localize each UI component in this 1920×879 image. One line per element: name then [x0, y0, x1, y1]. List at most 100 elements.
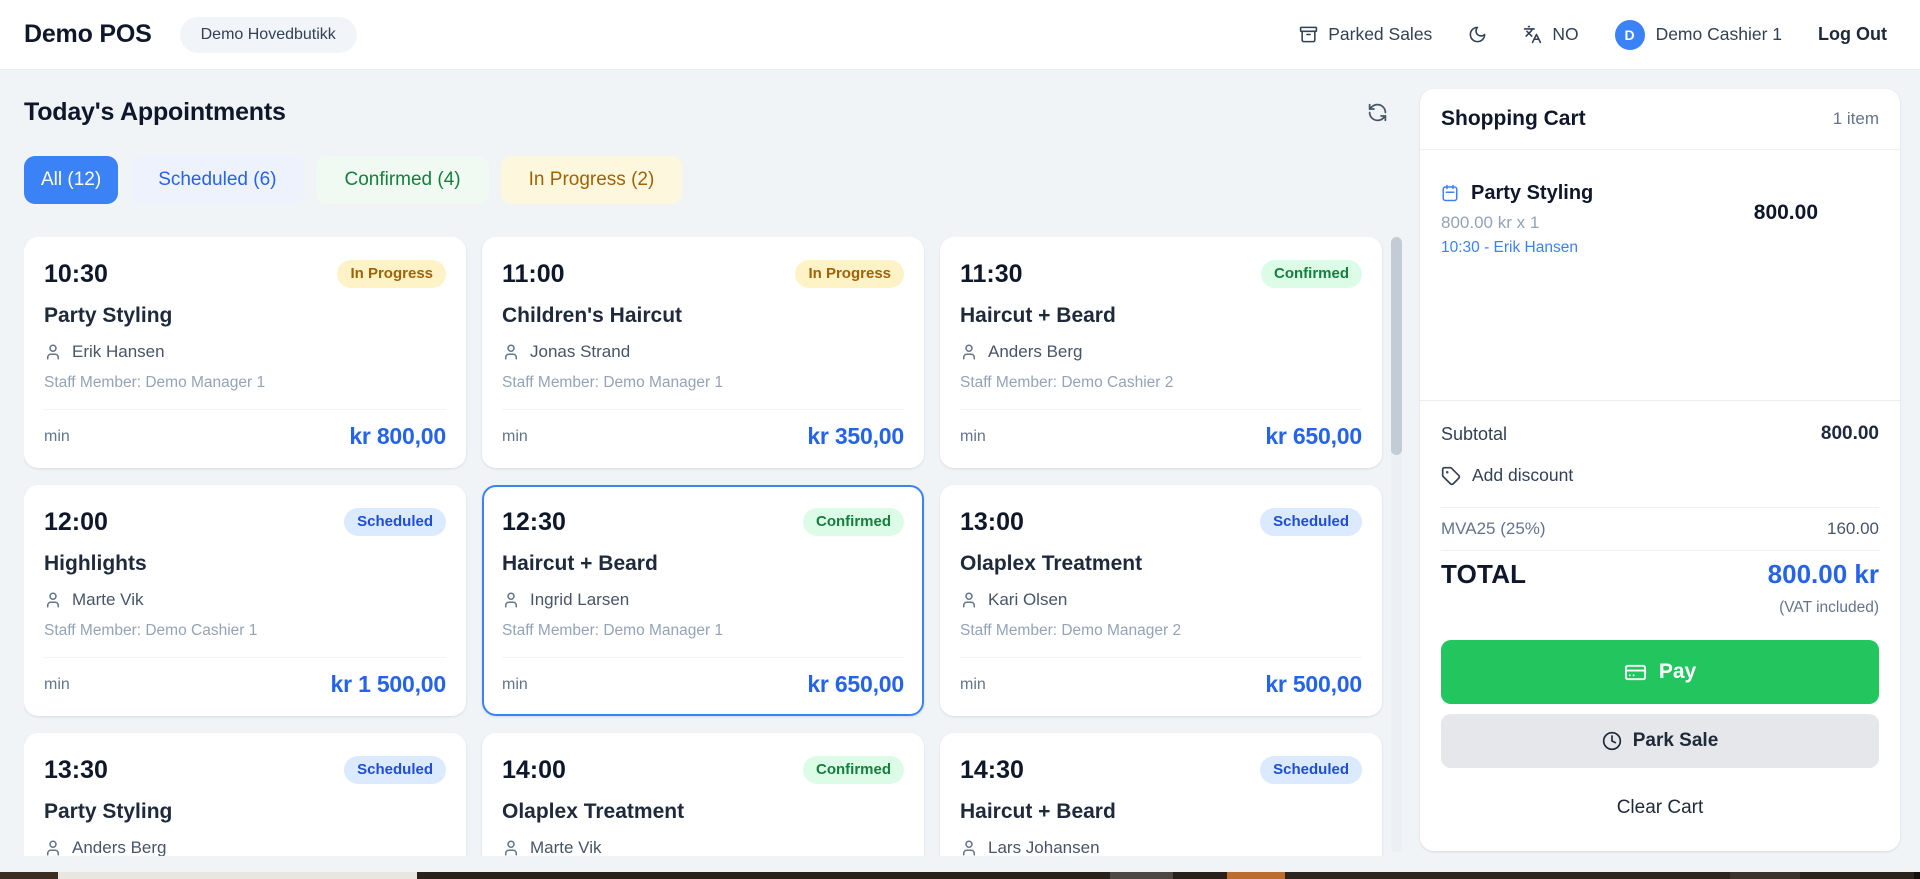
appointment-card[interactable]: 13:30 Scheduled Party Styling Anders Ber… — [24, 733, 466, 856]
main-content: Today's Appointments All (12) Scheduled … — [0, 70, 1920, 879]
status-filters: All (12) Scheduled (6) Confirmed (4) In … — [24, 156, 1402, 204]
parked-sales-button[interactable]: Parked Sales — [1299, 24, 1432, 45]
card-footer-row: min kr 650,00 — [502, 671, 904, 698]
logout-button[interactable]: Log Out — [1818, 24, 1887, 44]
filter-pill-all[interactable]: All (12) — [24, 156, 119, 204]
card-header-row: 10:30 In Progress — [44, 259, 446, 289]
appointments-scrollbar-thumb[interactable] — [1391, 237, 1402, 455]
clock-icon — [1602, 731, 1622, 751]
service-name: Party Styling — [44, 800, 173, 823]
card-header-row: 11:30 Confirmed — [960, 259, 1362, 289]
staff-member: Staff Member: Demo Manager 1 — [502, 622, 724, 639]
appointment-card[interactable]: 10:30 In Progress Party Styling Erik Han… — [24, 237, 466, 468]
customer-name: Marte Vik — [72, 590, 144, 609]
cart-item[interactable]: Party Styling 800.00 kr x 1 10:30 - Erik… — [1441, 181, 1879, 257]
refresh-button[interactable] — [1367, 102, 1388, 123]
service-name: Children's Haircut — [502, 304, 683, 327]
vat-note: (VAT included) — [1779, 599, 1879, 616]
duration-label: min — [960, 427, 986, 445]
card-header-row: 13:30 Scheduled — [44, 755, 446, 785]
cart-item-name: Party Styling — [1471, 182, 1594, 204]
user-chip[interactable]: D Demo Cashier 1 — [1614, 19, 1783, 50]
card-header-row: 11:00 In Progress — [502, 259, 904, 289]
appointment-card[interactable]: 14:00 Confirmed Olaplex Treatment Marte … — [482, 733, 924, 856]
total-value: 800.00 kr — [1767, 559, 1879, 589]
duration-label: min — [502, 675, 528, 693]
appointments-scroll-area[interactable]: 10:30 In Progress Party Styling Erik Han… — [24, 237, 1402, 856]
card-header-row: 12:30 Confirmed — [502, 507, 904, 537]
staff-member: Staff Member: Demo Manager 1 — [44, 374, 266, 391]
customer-name: Anders Berg — [988, 342, 1083, 361]
top-bar: Demo POS Demo Hovedbutikk Parked Sales — [0, 0, 1920, 70]
cart-title: Shopping Cart — [1441, 107, 1586, 130]
status-badge: Scheduled — [344, 508, 446, 536]
customer-row: Jonas Strand — [502, 341, 904, 363]
user-icon — [44, 839, 62, 856]
app-title: Demo POS — [24, 20, 152, 48]
card-footer-row: min kr 350,00 — [502, 423, 904, 450]
dark-mode-toggle[interactable] — [1468, 25, 1487, 44]
price: kr 800,00 — [349, 423, 446, 449]
total-label: TOTAL — [1441, 559, 1527, 589]
card-header-row: 13:00 Scheduled — [960, 507, 1362, 537]
park-sale-button[interactable]: Park Sale — [1441, 714, 1879, 768]
card-divider — [502, 657, 904, 658]
duration-label: min — [960, 675, 986, 693]
cart-item-meta: 10:30 - Erik Hansen — [1441, 239, 1578, 256]
shopping-cart-panel: Shopping Cart 1 item Party Styling 800.0… — [1420, 89, 1900, 851]
appointment-time: 12:00 — [44, 508, 108, 536]
clear-cart-button[interactable]: Clear Cart — [1441, 797, 1879, 819]
customer-row: Anders Berg — [960, 341, 1362, 363]
store-badge: Demo Hovedbutikk — [179, 16, 357, 53]
subtotal-label: Subtotal — [1441, 423, 1508, 444]
duration-label: min — [44, 427, 70, 445]
customer-name: Anders Berg — [72, 838, 167, 856]
user-icon — [44, 343, 62, 361]
staff-member: Staff Member: Demo Cashier 1 — [44, 622, 258, 639]
appointments-grid: 10:30 In Progress Party Styling Erik Han… — [24, 237, 1402, 856]
language-switcher[interactable]: NO — [1523, 24, 1579, 45]
pay-button[interactable]: Pay — [1441, 640, 1879, 704]
appointment-card[interactable]: 11:00 In Progress Children's Haircut Jon… — [482, 237, 924, 468]
user-icon — [502, 343, 520, 361]
language-label: NO — [1552, 24, 1579, 44]
customer-row: Anders Berg — [44, 837, 446, 856]
customer-row: Lars Johansen — [960, 837, 1362, 856]
subtotal-row: Subtotal 800.00 — [1441, 423, 1879, 445]
languages-icon — [1523, 25, 1542, 44]
subtotal-value: 800.00 — [1820, 423, 1879, 444]
appointment-card[interactable]: 11:30 Confirmed Haircut + Beard Anders B… — [940, 237, 1382, 468]
tax-value: 160.00 — [1827, 519, 1879, 538]
price: kr 650,00 — [1265, 423, 1362, 449]
appointment-card[interactable]: 12:30 Confirmed Haircut + Beard Ingrid L… — [482, 485, 924, 716]
appointment-time: 10:30 — [44, 260, 108, 288]
appointment-time: 11:00 — [502, 260, 565, 288]
customer-name: Jonas Strand — [530, 342, 631, 361]
status-badge: In Progress — [795, 260, 904, 288]
card-footer-row: min kr 500,00 — [960, 671, 1362, 698]
cart-item-qty: 800.00 kr x 1 — [1441, 213, 1540, 232]
price: kr 650,00 — [807, 671, 904, 697]
customer-row: Marte Vik — [502, 837, 904, 856]
filter-pill-inprogress[interactable]: In Progress (2) — [500, 156, 683, 204]
status-badge: Scheduled — [1260, 508, 1362, 536]
price: kr 1 500,00 — [330, 671, 447, 697]
user-name: Demo Cashier 1 — [1655, 24, 1783, 44]
service-name: Haircut + Beard — [960, 800, 1116, 823]
status-badge: Confirmed — [803, 508, 904, 536]
appointment-card[interactable]: 12:00 Scheduled Highlights Marte Vik Sta… — [24, 485, 466, 716]
filter-pill-scheduled[interactable]: Scheduled (6) — [130, 156, 305, 204]
summary-divider — [1441, 507, 1879, 508]
appointments-title-row: Today's Appointments — [24, 98, 1402, 127]
staff-member: Staff Member: Demo Cashier 2 — [960, 374, 1174, 391]
appointment-time: 12:30 — [502, 508, 566, 536]
cart-header: Shopping Cart 1 item — [1420, 89, 1900, 150]
card-footer-row: min kr 1 500,00 — [44, 671, 446, 698]
avatar: D — [1614, 19, 1645, 50]
add-discount-button[interactable]: Add discount — [1441, 465, 1879, 486]
filter-pill-confirmed[interactable]: Confirmed (4) — [316, 156, 489, 204]
appointment-card[interactable]: 13:00 Scheduled Olaplex Treatment Kari O… — [940, 485, 1382, 716]
card-header-row: 14:00 Confirmed — [502, 755, 904, 785]
appointment-card[interactable]: 14:30 Scheduled Haircut + Beard Lars Joh… — [940, 733, 1382, 856]
parked-sales-label: Parked Sales — [1328, 24, 1433, 44]
